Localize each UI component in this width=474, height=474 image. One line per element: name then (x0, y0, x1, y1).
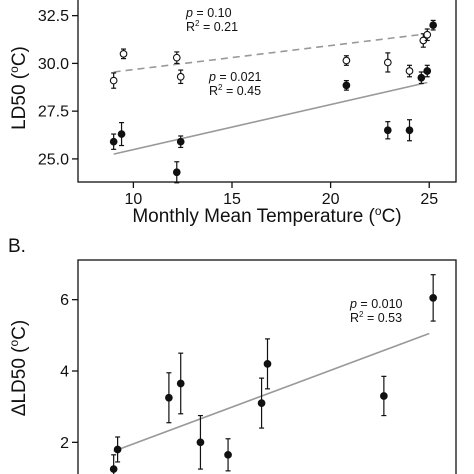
panel-a-y-tick-label: 30.0 (38, 56, 69, 73)
open-circle-marker (342, 56, 351, 65)
panel-a-data-point (405, 64, 414, 78)
panel-a: 25.0 27.5 30.0 32.5 10 15 20 25 p = 0.10 R2 = … (7, 0, 457, 227)
open-circle-marker (172, 53, 181, 62)
filled-circle-marker (117, 130, 126, 138)
filled-circle-marker (429, 294, 438, 302)
panel-a-y-axis-title: LD50 (oC) (7, 46, 30, 130)
open-circle-marker (405, 67, 414, 75)
open-circle-marker (423, 30, 432, 39)
filled-circle-marker (196, 438, 205, 447)
panel-a-y-tick-label: 25.0 (38, 151, 69, 168)
panel-b-y-tick-label: 6 (60, 292, 69, 309)
panel-a-fit-lines (113, 32, 428, 155)
panel-a-x-axis-title: Monthly Mean Temperature (oC) (132, 204, 401, 227)
panel-b-data-point (257, 377, 266, 429)
panel-a-x-ticks: 10 15 20 25 (124, 182, 438, 208)
panel-a-x-tick-label: 20 (322, 191, 340, 208)
filled-circle-marker (172, 168, 181, 177)
filled-circle-marker (176, 379, 185, 388)
panel-a-x-tick-label: 10 (124, 191, 142, 208)
panel-a-data-point (176, 135, 185, 149)
panel-a-data-point (109, 133, 118, 150)
panel-b-y-tick-label: 4 (60, 364, 69, 381)
open-circle-marker (383, 58, 392, 67)
panel-a-y-tick-label: 27.5 (38, 104, 69, 121)
panel-b-y-tick-label: 2 (60, 435, 69, 452)
panel-a-x-tick-label: 25 (420, 191, 438, 208)
open-circle-marker (176, 72, 185, 81)
panel-b-data-point (109, 454, 118, 474)
filled-circle-marker (423, 67, 432, 75)
panel-a-points (109, 19, 438, 184)
panel-b-points (109, 274, 438, 474)
panel-b-data-point (176, 352, 185, 415)
filled-circle-marker (257, 399, 266, 407)
panel-b-y-axis-title: ΔLD50 (oC) (7, 320, 30, 416)
panel-b-label: B. (8, 236, 26, 257)
filled-circle-marker (176, 137, 185, 146)
panel-a-data-point (429, 19, 438, 31)
panel-a-fit-line-1 (113, 81, 428, 155)
filled-circle-marker (109, 137, 118, 146)
open-circle-marker (119, 49, 128, 58)
panel-a-x-tick-label: 15 (223, 191, 241, 208)
panel-a-y-ticks: 25.0 27.5 30.0 32.5 (38, 8, 78, 168)
panel-a-frame (77, 0, 457, 183)
panel-a-annotation-filled-p: p = 0.021 (208, 70, 262, 84)
panel-a-annotation-open-r2: R2 = 0.21 (186, 19, 238, 34)
panel-a-data-point (119, 48, 128, 60)
filled-circle-marker (342, 81, 351, 90)
panel-b-data-point (196, 414, 205, 470)
panel-b-data-point (380, 375, 388, 417)
filled-circle-marker (417, 73, 426, 82)
panel-a-y-tick-label: 32.5 (38, 8, 69, 25)
panel-b-data-point (165, 372, 173, 424)
panel-a-annotation-open-p: p = 0.10 (185, 6, 232, 20)
panel-a-data-point (176, 69, 185, 85)
panel-b: B. 2 4 6 p = 0.010 R2 = 0.53 ΔLD50 (oC) (7, 236, 457, 474)
filled-circle-marker (109, 465, 118, 473)
filled-circle-marker (383, 126, 392, 135)
panel-a-annotation-filled-r2: R2 = 0.45 (209, 83, 261, 98)
panel-b-data-point (429, 274, 438, 322)
panel-b-data-point (224, 438, 232, 472)
filled-circle-marker (113, 445, 122, 454)
panel-a-data-point (172, 161, 181, 184)
filled-circle-marker (405, 126, 414, 135)
panel-a-data-point (117, 122, 126, 147)
panel-a-data-point (172, 51, 181, 64)
panel-a-data-point (109, 72, 118, 89)
panel-b-data-point (113, 436, 122, 463)
panel-a-fit-line-0 (113, 32, 428, 73)
panel-b-y-ticks: 2 4 6 (60, 292, 78, 452)
panel-a-data-point (342, 55, 351, 66)
panel-a-data-point (383, 52, 392, 73)
filled-circle-marker (224, 450, 232, 459)
filled-circle-marker (380, 392, 388, 400)
panel-b-frame (77, 259, 457, 474)
panel-b-fit-lines (113, 332, 430, 452)
panel-a-data-point (405, 119, 414, 142)
panel-a-data-point (423, 28, 432, 42)
panel-b-annotation-r2: R2 = 0.53 (350, 310, 402, 325)
filled-circle-marker (165, 393, 173, 402)
filled-circle-marker (429, 21, 438, 30)
panel-a-data-point (383, 121, 392, 140)
panel-b-data-point (263, 338, 272, 390)
panel-a-data-point (342, 79, 351, 91)
panel-b-fit-line-0 (113, 332, 430, 452)
filled-circle-marker (263, 360, 272, 368)
open-circle-marker (109, 76, 118, 85)
panel-a-data-point (417, 71, 426, 85)
panel-b-annotation-p: p = 0.010 (349, 297, 403, 311)
panel-a-data-point (423, 64, 432, 78)
